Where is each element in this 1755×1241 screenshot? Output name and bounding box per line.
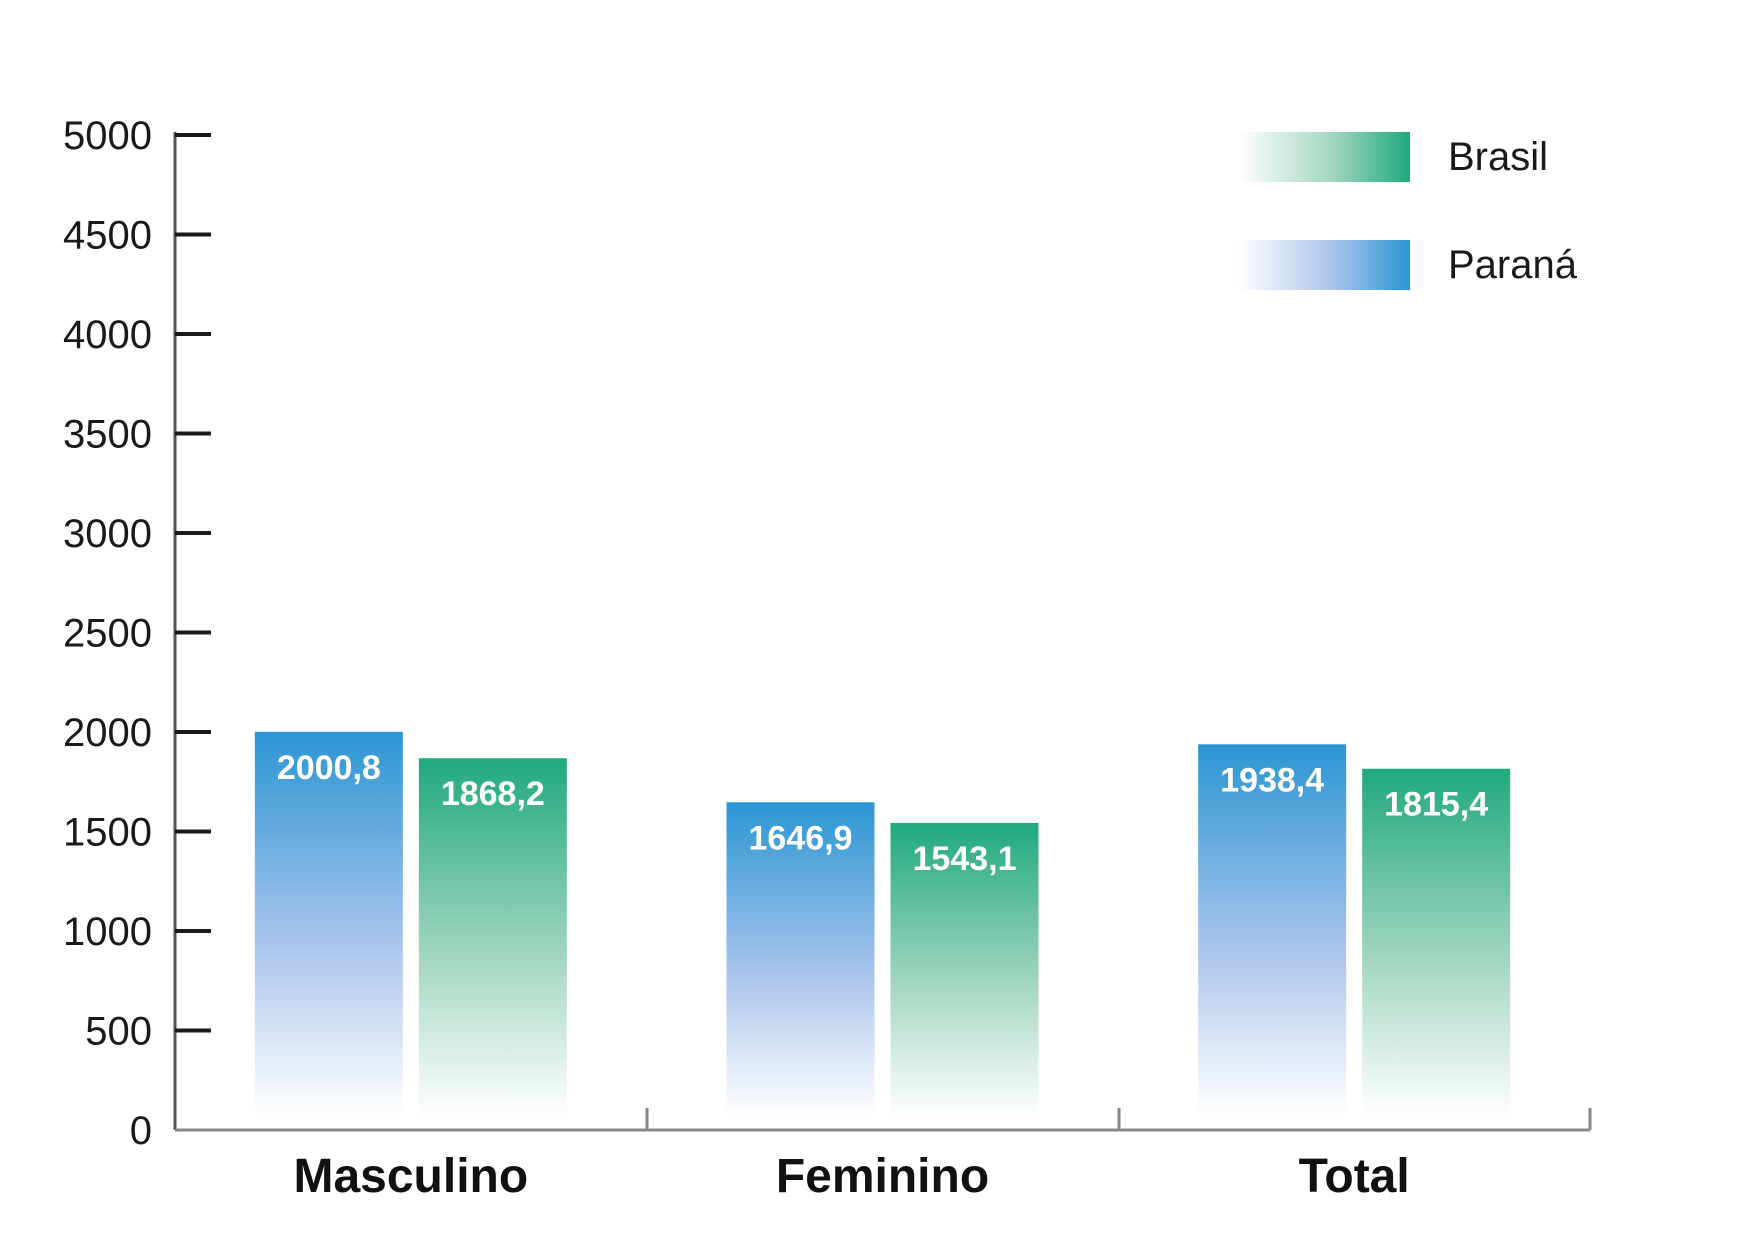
category-label-total: Total xyxy=(1299,1150,1410,1203)
data-label-parana-masculino: 2000,8 xyxy=(277,749,381,787)
data-label-brasil-masculino: 1868,2 xyxy=(441,775,545,813)
legend: Brasil Paraná xyxy=(1238,132,1578,290)
category-labels: Masculino Feminino Total xyxy=(293,1150,1409,1203)
y-tick-label: 4000 xyxy=(63,313,152,357)
category-label-feminino: Feminino xyxy=(776,1150,989,1203)
y-tick-label: 1000 xyxy=(63,910,152,954)
bars xyxy=(254,731,1511,1116)
y-tick-label: 1500 xyxy=(63,811,152,855)
y-tick-label: 3000 xyxy=(63,512,152,556)
data-label-brasil-feminino: 1543,1 xyxy=(913,840,1017,878)
y-tick-label: 4500 xyxy=(63,214,152,258)
category-label-masculino: Masculino xyxy=(293,1150,528,1203)
y-tick-label: 0 xyxy=(130,1109,152,1153)
y-tick-label: 3500 xyxy=(63,413,152,457)
legend-swatch-parana xyxy=(1238,240,1410,290)
bar-parana-masculino xyxy=(254,731,403,1116)
data-label-parana-feminino: 1646,9 xyxy=(749,819,853,857)
bar-parana-total xyxy=(1198,744,1347,1116)
bar-brasil-feminino xyxy=(890,822,1039,1116)
bar-parana-feminino xyxy=(726,802,875,1116)
legend-label-brasil: Brasil xyxy=(1448,135,1548,179)
y-ticks: 0 500 1000 1500 2000 2500 3000 3500 4000 4500 5000 xyxy=(63,114,211,1153)
y-tick-label: 2000 xyxy=(63,711,152,755)
y-tick-label: 500 xyxy=(85,1010,152,1054)
legend-label-parana: Paraná xyxy=(1448,243,1578,287)
bar-brasil-masculino xyxy=(418,758,567,1116)
y-tick-label: 5000 xyxy=(63,114,152,158)
y-tick-label: 2500 xyxy=(63,612,152,656)
data-label-parana-total: 1938,4 xyxy=(1220,761,1324,799)
data-label-brasil-total: 1815,4 xyxy=(1384,786,1488,824)
legend-swatch-brasil xyxy=(1238,132,1410,182)
bar-labels: 2000,8 1868,2 1646,9 1543,1 1938,4 1815,4 xyxy=(277,749,1488,878)
bar-brasil-total xyxy=(1362,768,1511,1116)
